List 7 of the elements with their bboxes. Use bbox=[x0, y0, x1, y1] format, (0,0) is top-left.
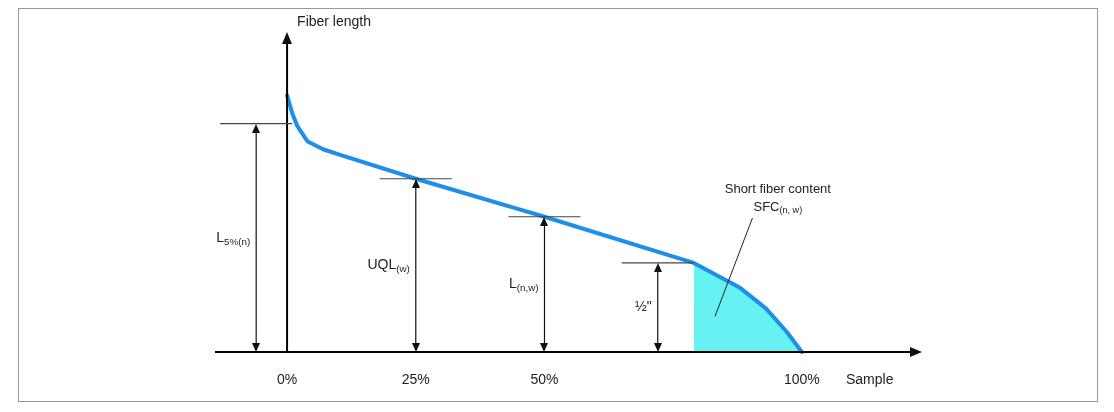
x-tick-label: 0% bbox=[276, 370, 298, 387]
x-tick-label: 25% bbox=[401, 370, 430, 387]
y-axis-title: Fiber length bbox=[297, 12, 372, 29]
x-tick-label: 100% bbox=[783, 370, 820, 387]
x-axis-title: Sample bbox=[846, 370, 894, 387]
ref-line-label: ½" bbox=[635, 298, 652, 315]
x-tick-label: 50% bbox=[530, 370, 559, 387]
